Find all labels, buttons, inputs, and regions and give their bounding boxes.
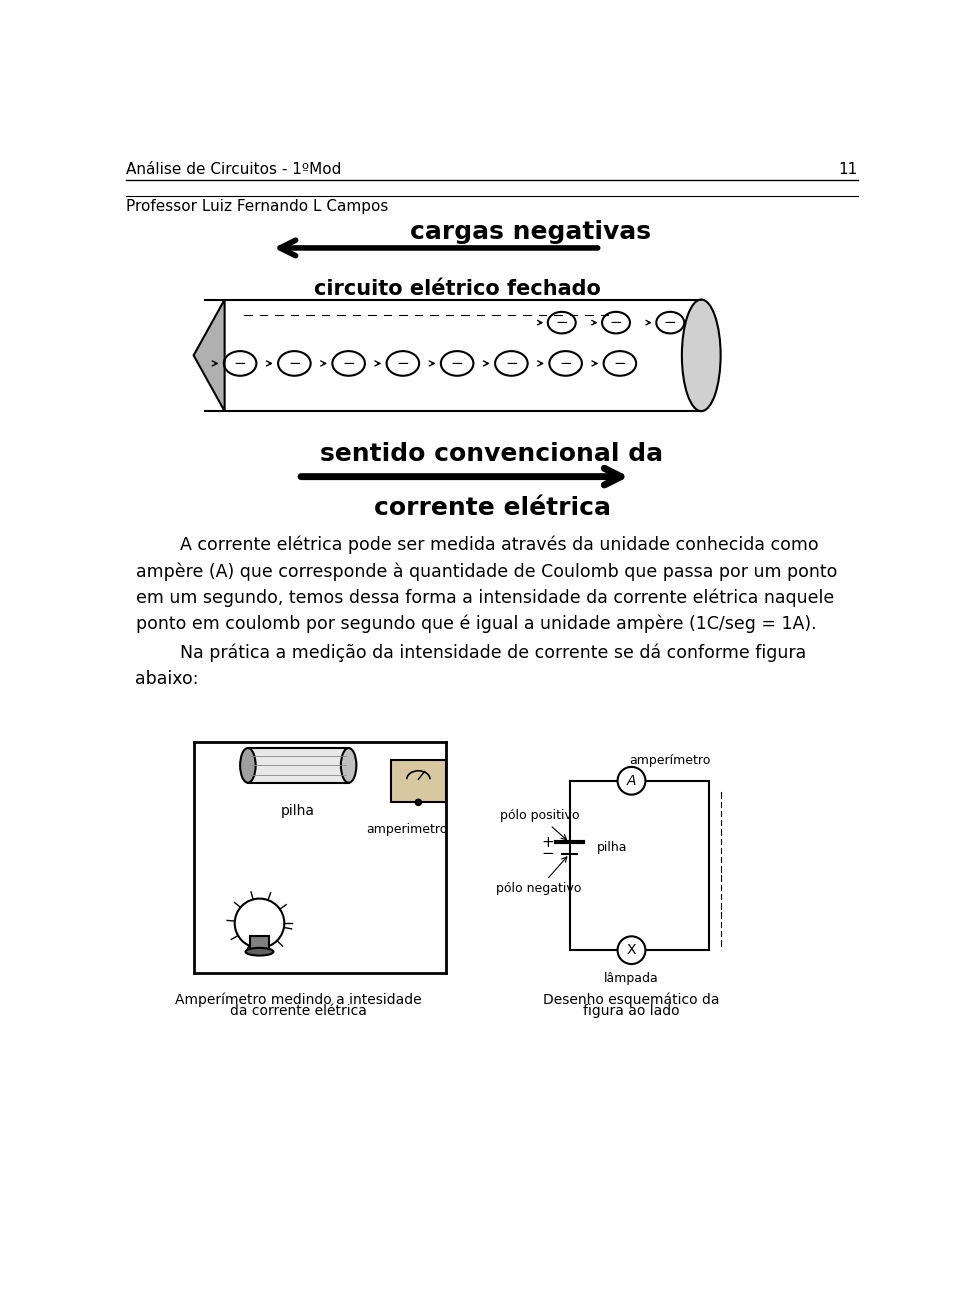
Text: 11: 11: [838, 162, 858, 177]
Bar: [198, 300, 701, 411]
Text: Análise de Circuitos - 1ºMod: Análise de Circuitos - 1ºMod: [126, 162, 342, 177]
Polygon shape: [194, 300, 225, 411]
Text: −: −: [610, 315, 622, 330]
Text: A corrente elétrica pode ser medida através da unidade conhecida como: A corrente elétrica pode ser medida atra…: [135, 535, 818, 555]
Text: −: −: [451, 356, 464, 370]
Text: pilha: pilha: [281, 804, 315, 818]
Text: +: +: [541, 835, 554, 850]
Text: cargas negativas: cargas negativas: [410, 220, 651, 245]
Text: −: −: [664, 315, 677, 330]
Text: circuito elétrico fechado: circuito elétrico fechado: [314, 279, 601, 298]
Text: Amperímetro medindo a intesidade: Amperímetro medindo a intesidade: [175, 992, 421, 1007]
Text: −: −: [288, 356, 300, 370]
Bar: [251, 936, 269, 952]
Text: lâmpada: lâmpada: [604, 971, 659, 984]
Text: sentido convencional da: sentido convencional da: [321, 442, 663, 466]
Text: pilha: pilha: [596, 840, 627, 853]
Text: pólo positivo: pólo positivo: [500, 809, 579, 839]
Text: ponto em coulomb por segundo que é igual a unidade ampère (1C/seg = 1A).: ponto em coulomb por segundo que é igual…: [135, 614, 816, 634]
Text: A: A: [627, 774, 636, 788]
Text: amperímetro: amperímetro: [630, 754, 711, 767]
Text: −: −: [560, 356, 572, 370]
Text: X: X: [627, 944, 636, 957]
Ellipse shape: [246, 948, 274, 956]
Text: −: −: [343, 356, 355, 370]
Ellipse shape: [682, 300, 721, 411]
Text: pólo negativo: pólo negativo: [496, 857, 581, 895]
Text: da corrente elétrica: da corrente elétrica: [229, 1004, 367, 1018]
Circle shape: [617, 936, 645, 963]
Text: amperimetro: amperimetro: [366, 823, 447, 836]
Bar: [392, 761, 445, 802]
Text: −: −: [505, 356, 517, 370]
Text: Na prática a medição da intensidade de corrente se dá conforme figura: Na prática a medição da intensidade de c…: [135, 644, 805, 662]
Text: corrente elétrica: corrente elétrica: [373, 496, 611, 520]
Text: abaixo:: abaixo:: [135, 670, 199, 689]
Text: −: −: [556, 315, 568, 330]
Text: ampère (A) que corresponde à quantidade de Coulomb que passa por um ponto: ampère (A) que corresponde à quantidade …: [135, 562, 837, 581]
Text: −: −: [541, 847, 554, 861]
Text: −: −: [396, 356, 409, 370]
Ellipse shape: [341, 747, 356, 783]
Text: Desenho esquemático da: Desenho esquemático da: [543, 992, 720, 1007]
Text: Professor Luiz Fernando L Campos: Professor Luiz Fernando L Campos: [126, 199, 389, 215]
Text: figura ao lado: figura ao lado: [583, 1004, 680, 1018]
Ellipse shape: [240, 747, 255, 783]
Text: em um segundo, temos dessa forma a intensidade da corrente elétrica naquele: em um segundo, temos dessa forma a inten…: [135, 588, 833, 607]
Text: −: −: [233, 356, 247, 370]
Circle shape: [416, 800, 421, 805]
Circle shape: [617, 767, 645, 795]
Bar: [248, 747, 348, 783]
Text: −: −: [613, 356, 626, 370]
